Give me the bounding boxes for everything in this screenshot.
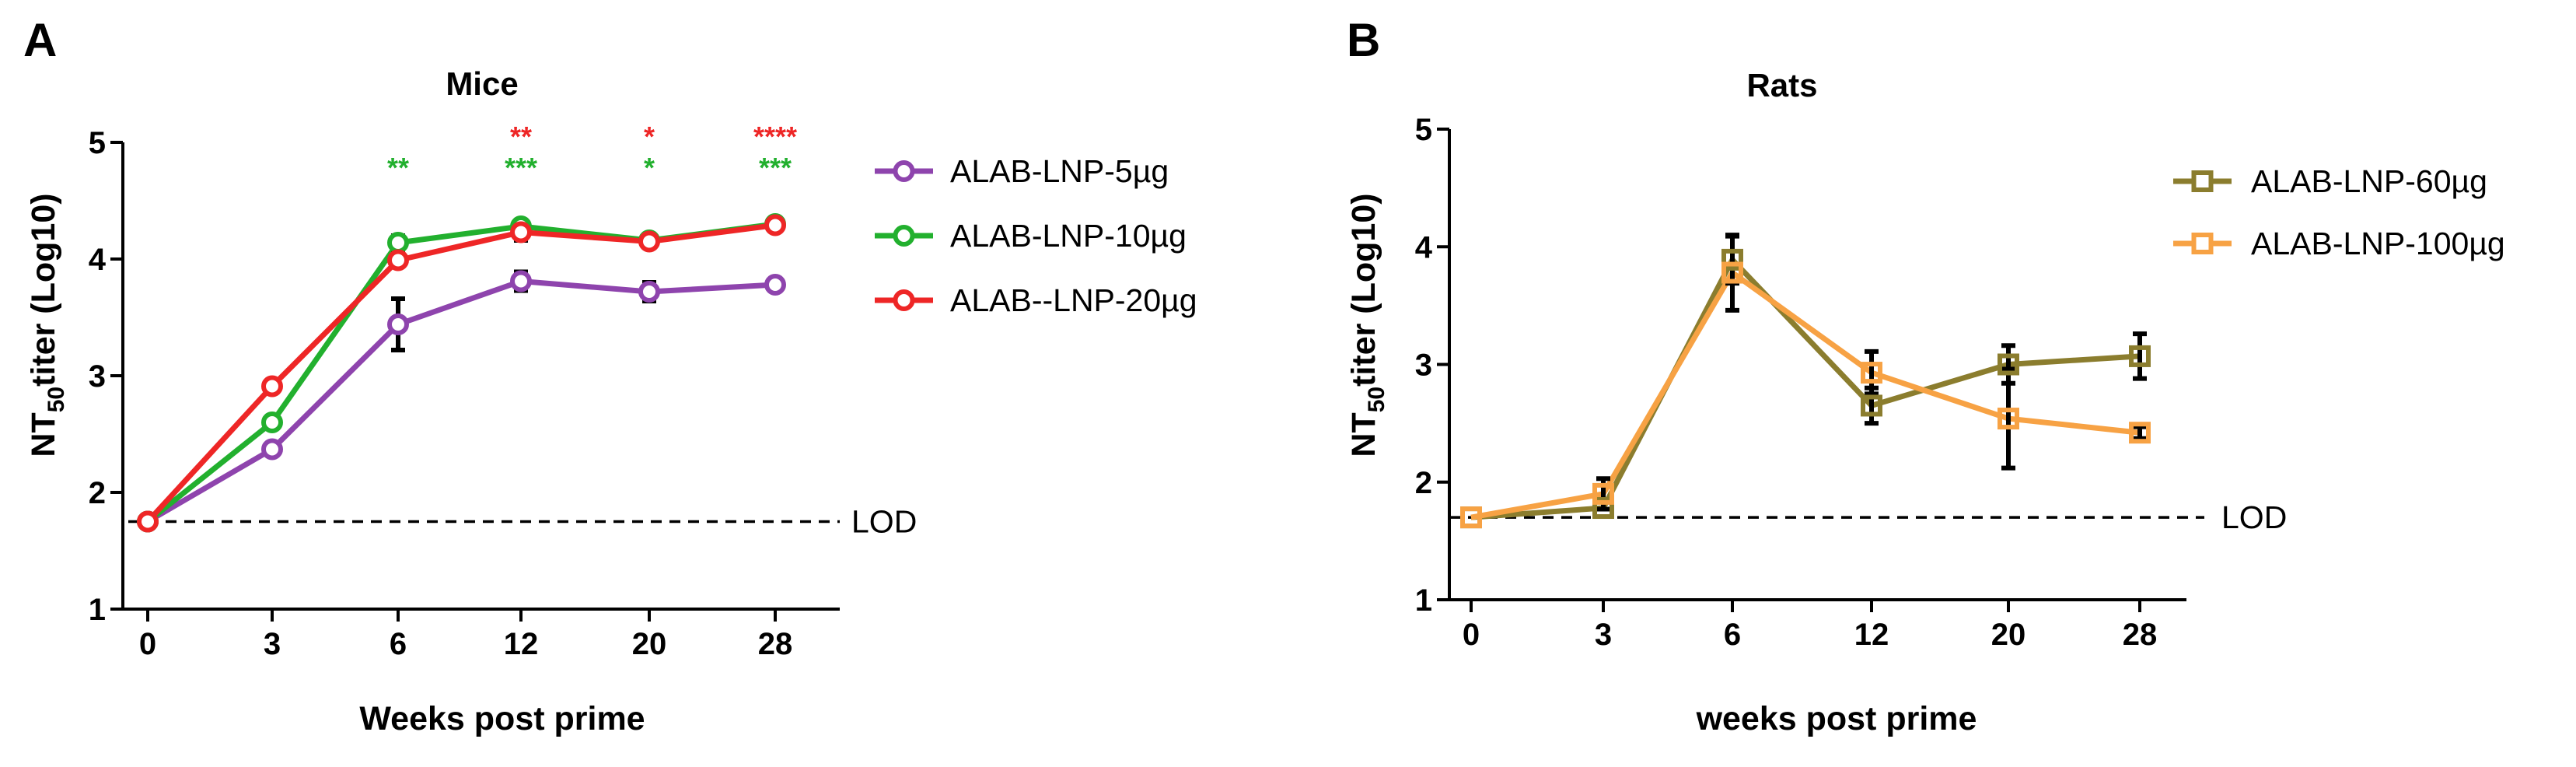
chart-b-x-tick-label: 12: [1854, 618, 1889, 652]
chart-a-x-tick-label: 3: [264, 627, 281, 661]
chart-a-significance-mark: ****: [753, 121, 797, 152]
chart-a-significance-mark: ***: [505, 152, 537, 184]
chart-b-legend-label: ALAB-LNP-60µg: [2251, 163, 2487, 199]
chart-a-y-title-rest: titer (Log10): [25, 193, 62, 386]
chart-b-error-bar: [2133, 424, 2147, 441]
chart-b-x-tick-label: 0: [1463, 618, 1480, 652]
chart-b-y-title-rest: titer (Log10): [1345, 193, 1382, 386]
chart-b-data-point: [1861, 362, 1882, 384]
chart-b-x-tick-label: 3: [1595, 618, 1612, 652]
chart-a-series-line-3: [145, 222, 776, 524]
chart-b-y-tick-label: 2: [1415, 466, 1432, 500]
chart-b-y-tick-label: 5: [1415, 113, 1432, 147]
chart-a-significance-mark: *: [644, 121, 655, 152]
chart-a-lod-label: LOD: [851, 504, 917, 540]
chart-a-title: Mice: [446, 65, 518, 102]
chart-b-data-point: [1861, 394, 1882, 417]
chart-a-legend-marker: [893, 225, 915, 247]
chart-b-legend-label: ALAB-LNP-100µg: [2251, 226, 2505, 261]
chart-a-x-axis-title: Weeks post prime: [359, 700, 645, 737]
chart-b-x-tick-label: 6: [1724, 618, 1741, 652]
chart-a-x-tick-label: 20: [632, 627, 667, 661]
chart-a-y-tick-label: 1: [89, 593, 106, 627]
chart-b-x-axis-title: weeks post prime: [1696, 700, 1977, 737]
chart-a-data-point: [510, 270, 532, 292]
chart-b-data-point: [2129, 422, 2151, 444]
chart-a-legend-label: ALAB--LNP-20µg: [950, 282, 1197, 318]
chart-a-data-point: [137, 510, 159, 533]
chart-b-series-line-2: [1470, 270, 2141, 520]
chart-a-data-point: [261, 412, 283, 433]
chart-b-x-tick-label: 28: [2123, 618, 2158, 652]
chart-a-significance-mark: **: [510, 121, 532, 152]
chart-a-y-axis-title: NT50titer (Log10): [25, 193, 69, 457]
chart-a-data-point: [387, 249, 409, 271]
chart-a-x-tick-label: 12: [504, 627, 539, 661]
chart-b-y-tick-label: 3: [1415, 348, 1432, 383]
chart-b-error-bar: [2133, 331, 2147, 381]
chart-a-legend-marker: [893, 289, 915, 311]
chart-b-y-tick-label: 4: [1415, 230, 1433, 264]
chart-b-y-tick-label: 1: [1415, 583, 1432, 618]
chart-b-error-bar: [1725, 233, 1739, 313]
chart-b-data-point: [1721, 261, 1743, 284]
chart-b-x-tick-label: 20: [1991, 618, 2026, 652]
chart-b-data-point: [2129, 345, 2151, 367]
chart-b-data-point: [1460, 506, 1482, 529]
panel-letter-a: A: [23, 14, 57, 66]
chart-a-y-tick-label: 4: [89, 243, 107, 277]
chart-a-data-point: [261, 375, 283, 398]
chart-b-y-axis-title: NT50titer (Log10): [1345, 193, 1389, 457]
chart-a-legend-label: ALAB-LNP-5µg: [950, 153, 1169, 189]
chart-a-data-point: [387, 313, 409, 335]
chart-b-lod-label: LOD: [2221, 499, 2287, 535]
chart-a-data-point: [261, 438, 283, 461]
chart-a-data-point: [387, 232, 409, 254]
chart-a-legend-label: ALAB-LNP-10µg: [950, 218, 1187, 254]
chart-b-series-line-1: [1470, 257, 2141, 520]
chart-b-y-title-sub: 50: [1364, 387, 1389, 412]
chart-a-significance-mark: **: [387, 152, 409, 184]
chart-b-data-point: [1998, 353, 2019, 376]
chart-a-data-point: [638, 230, 660, 253]
chart-a-x-tick-label: 28: [758, 627, 793, 661]
chart-a-y-title-sub: 50: [44, 387, 69, 412]
chart-b-data-point: [1998, 408, 2019, 430]
chart-a-y-tick-label: 2: [89, 476, 106, 510]
chart-b-legend-marker: [2191, 233, 2214, 254]
chart-a-data-point: [764, 274, 786, 296]
chart-a-significance-mark: ***: [759, 152, 792, 184]
chart-a-data-point: [510, 221, 532, 243]
chart-a-series-line-2: [145, 221, 776, 524]
chart-a-y-title-main: NT: [25, 412, 62, 457]
chart-a-data-point: [764, 214, 786, 236]
chart-b-data-point: [1592, 497, 1614, 520]
chart-b-y-title-main: NT: [1345, 412, 1382, 457]
chart-a-x-tick-label: 0: [139, 627, 156, 661]
chart-a-series-line-1: [146, 278, 776, 524]
chart-b-error-bar: [1865, 348, 1879, 397]
chart-b-title: Rats: [1746, 67, 1817, 103]
chart-b-legend-marker: [2191, 170, 2214, 192]
chart-b-data-point: [1721, 248, 1743, 271]
chart-a-y-tick-label: 5: [89, 126, 106, 160]
chart-b-error-bar: [2001, 366, 2015, 471]
chart-a-x-tick-label: 6: [390, 627, 407, 661]
chart-a-significance-mark: *: [644, 152, 655, 184]
chart-a-data-point: [638, 281, 660, 303]
panel-letter-b: B: [1347, 14, 1380, 66]
chart-b-data-point: [1592, 482, 1614, 505]
chart-a-y-tick-label: 3: [89, 359, 106, 394]
chart-a-legend-marker: [893, 160, 915, 182]
